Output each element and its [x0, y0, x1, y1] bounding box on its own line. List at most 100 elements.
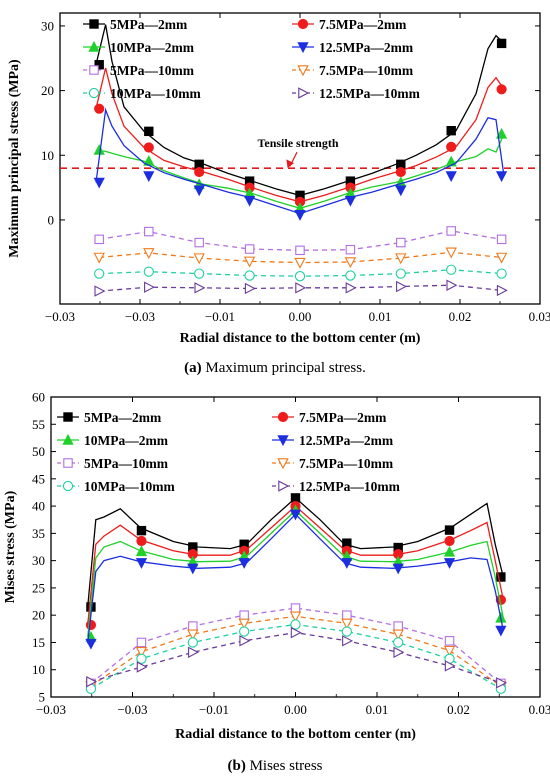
- legend-label: 5MPa—10mm: [84, 456, 169, 471]
- legend-marker: [62, 433, 74, 445]
- legend-entry: 10MPa—2mm: [57, 433, 169, 448]
- data-point: [136, 637, 147, 648]
- legend-marker: [88, 40, 100, 52]
- legend: 5MPa—2mm 7.5MPa—2mm 10MPa—2mm 12.5MPa—2mm 5M…: [83, 17, 421, 101]
- data-point: [396, 237, 406, 248]
- data-point: [395, 185, 407, 197]
- data-point: [143, 266, 154, 277]
- series-2: [94, 67, 507, 207]
- series-6: [93, 247, 508, 269]
- data-point: [495, 127, 508, 139]
- y-tick-label: 60: [32, 390, 45, 405]
- series-line: [99, 230, 502, 251]
- data-point: [295, 245, 305, 256]
- data-point: [194, 268, 205, 279]
- data-point: [94, 268, 105, 279]
- data-point: [85, 638, 97, 650]
- data-point: [444, 636, 455, 646]
- data-point: [244, 270, 255, 281]
- legend-label: 5MPa—2mm: [84, 410, 162, 425]
- legend-label: 12.5MPa—2mm: [319, 40, 414, 55]
- data-point: [396, 280, 407, 293]
- data-point: [144, 226, 154, 237]
- series-line: [90, 631, 502, 684]
- data-point: [238, 558, 250, 569]
- data-point: [144, 126, 154, 137]
- data-point: [294, 271, 306, 282]
- series-8: [86, 626, 508, 689]
- data-point: [446, 279, 458, 291]
- y-tick-label: 5: [39, 690, 46, 705]
- x-tick-label: −0.03: [36, 702, 66, 717]
- y-tick-label: 55: [32, 417, 45, 432]
- data-point: [495, 625, 507, 637]
- data-point: [443, 645, 456, 657]
- data-point: [496, 284, 508, 297]
- data-point: [143, 248, 155, 260]
- data-point: [85, 619, 97, 631]
- y-tick-label: 15: [32, 635, 45, 650]
- chart-panel-a: −0.03 −0.03 −0.01 0.00 0.01 0.02 0.03 0 10 20 30 Ra…: [7, 12, 550, 376]
- data-point: [294, 257, 306, 269]
- legend-marker: [62, 480, 74, 492]
- data-point: [188, 646, 199, 658]
- data-point: [496, 84, 507, 95]
- data-point: [136, 535, 147, 547]
- data-point: [445, 247, 457, 259]
- data-point: [446, 141, 457, 152]
- data-point: [395, 253, 407, 265]
- x-tick-label: 0.03: [529, 309, 550, 324]
- series-7: [94, 264, 507, 282]
- y-tick-label: 40: [32, 499, 45, 514]
- tensile-strength-arrowhead: [286, 159, 294, 169]
- data-point: [289, 611, 302, 623]
- data-point: [345, 282, 357, 294]
- legend-label: 10MPa—10mm: [110, 86, 201, 101]
- data-point: [94, 285, 106, 297]
- legend-entry: 7.5MPa—2mm: [272, 410, 387, 425]
- data-point: [193, 185, 205, 197]
- data-point: [93, 252, 105, 264]
- data-point: [496, 38, 507, 49]
- data-point: [495, 171, 508, 183]
- y-tick-label: 30: [32, 553, 45, 568]
- data-point: [239, 610, 249, 620]
- legend-label: 7.5MPa—2mm: [319, 17, 407, 32]
- data-point: [94, 234, 104, 245]
- data-point: [395, 268, 406, 279]
- data-point: [345, 244, 356, 255]
- legend-marker: [297, 42, 309, 54]
- y-tick-label: 25: [32, 580, 45, 595]
- caption-letter: (b): [227, 758, 245, 774]
- legend-marker: [297, 18, 309, 30]
- x-tick-label: −0.03: [45, 309, 75, 324]
- y-axis-label: Maximum principal stress (MPa): [7, 59, 22, 258]
- x-tick-label: 0.02: [449, 309, 472, 324]
- data-point: [342, 610, 352, 620]
- data-point: [496, 234, 507, 245]
- chart-panel-b: −0.03 −0.03 −0.01 0.00 0.01 0.02 0.03 5 10 15 20 25…: [3, 390, 550, 775]
- legend-marker: [298, 87, 310, 99]
- figure-caption: (b) Mises stress: [227, 758, 322, 774]
- legend-entry: 5MPa—2mm: [83, 17, 188, 32]
- legend-marker: [88, 87, 100, 99]
- data-point: [194, 282, 206, 294]
- legend-label: 7.5MPa—10mm: [319, 63, 414, 78]
- legend-entry: 12.5MPa—10mm: [272, 479, 401, 494]
- caption-letter: (a): [184, 360, 202, 376]
- data-point: [446, 125, 456, 136]
- data-point: [94, 103, 105, 114]
- y-tick-label: 45: [32, 471, 45, 486]
- y-tick-label: 50: [32, 444, 45, 459]
- data-point: [93, 177, 105, 189]
- data-point: [135, 545, 148, 557]
- y-tick-label: 20: [41, 83, 54, 98]
- data-point: [444, 660, 456, 672]
- x-tick-label: 0.01: [366, 702, 389, 717]
- data-point: [244, 244, 255, 254]
- tensile-strength-label: Tensile strength: [257, 136, 338, 150]
- data-point: [94, 60, 104, 70]
- data-point: [136, 661, 148, 673]
- x-tick-label: 0.01: [369, 309, 392, 324]
- data-point: [443, 558, 456, 569]
